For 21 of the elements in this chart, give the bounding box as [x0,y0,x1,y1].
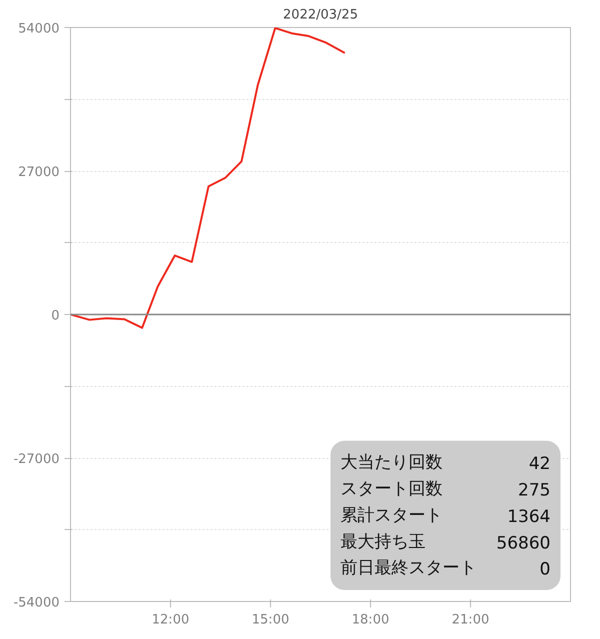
annotation: 42 [528,454,551,474]
annotation: 275 [518,480,551,500]
chart-title: 2022/03/25 [283,8,358,22]
annotation: 56860 [496,533,551,554]
annotation: 0 [540,560,551,580]
annotation: 1364 [507,506,550,527]
x-tick-label: 12:00 [152,612,190,628]
y-tick-label: -27000 [13,452,60,467]
x-tick-label: 21:00 [452,612,490,628]
annotation: 前日最終スタート [340,558,476,578]
y-tick-label: -54000 [13,596,60,610]
y-tick-label: 27000 [18,165,60,180]
y-tick-label: 54000 [18,22,60,36]
y-tick-label: 0 [51,308,60,324]
line-series [70,28,346,329]
annotation: 大当たり回数 [340,452,442,473]
annotation: 累計スタート [340,505,442,526]
annotation: スタート回数 [340,478,442,499]
x-tick-label: 15:00 [252,612,290,628]
annotation: 最大持ち玉 [340,532,426,552]
x-tick-label: 18:00 [352,612,390,628]
